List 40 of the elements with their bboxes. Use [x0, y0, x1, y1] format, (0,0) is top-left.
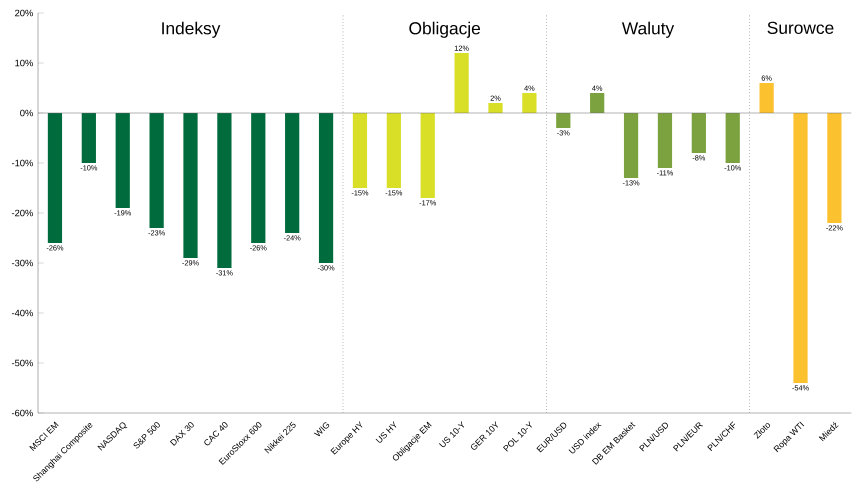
y-tick-label: 20%	[15, 10, 33, 16]
bar	[759, 82, 774, 113]
bar	[386, 113, 401, 188]
x-tick-label: US HY	[376, 421, 396, 443]
bar	[420, 113, 435, 198]
bar	[318, 113, 334, 263]
bar	[82, 113, 96, 163]
bar	[522, 93, 537, 113]
bar	[624, 113, 638, 178]
bar	[692, 113, 706, 153]
bar	[48, 113, 62, 243]
bar	[217, 113, 232, 268]
annotation: Waluty	[622, 22, 674, 38]
y-tick-label: -40%	[12, 310, 33, 316]
bar	[590, 93, 604, 113]
annotation: Surowce	[768, 22, 834, 34]
bar	[827, 113, 842, 223]
bar	[793, 113, 808, 383]
x-tick-label: S&P 500	[134, 422, 160, 448]
bar	[183, 113, 198, 258]
y-tick-label: -20%	[12, 210, 33, 216]
y-tick-label: 10%	[15, 60, 33, 66]
bar	[116, 113, 130, 208]
bar	[488, 103, 503, 113]
y-tick-label: -10%	[12, 160, 33, 166]
y-tick-label: -30%	[12, 260, 33, 266]
annotation: Obligacje	[409, 22, 480, 38]
x-tick-label: WIG	[314, 422, 330, 436]
bar	[251, 113, 266, 243]
annotation: Indeksy	[162, 22, 220, 38]
y-tick-label: -60%	[12, 410, 33, 416]
bar	[726, 113, 740, 163]
y-tick-label: 0%	[20, 110, 33, 116]
bar	[352, 113, 368, 188]
bar	[285, 113, 300, 233]
bar	[149, 113, 164, 228]
bar	[454, 53, 469, 113]
bar	[556, 113, 570, 128]
y-tick-label: -50%	[12, 360, 33, 366]
bar	[658, 113, 672, 168]
